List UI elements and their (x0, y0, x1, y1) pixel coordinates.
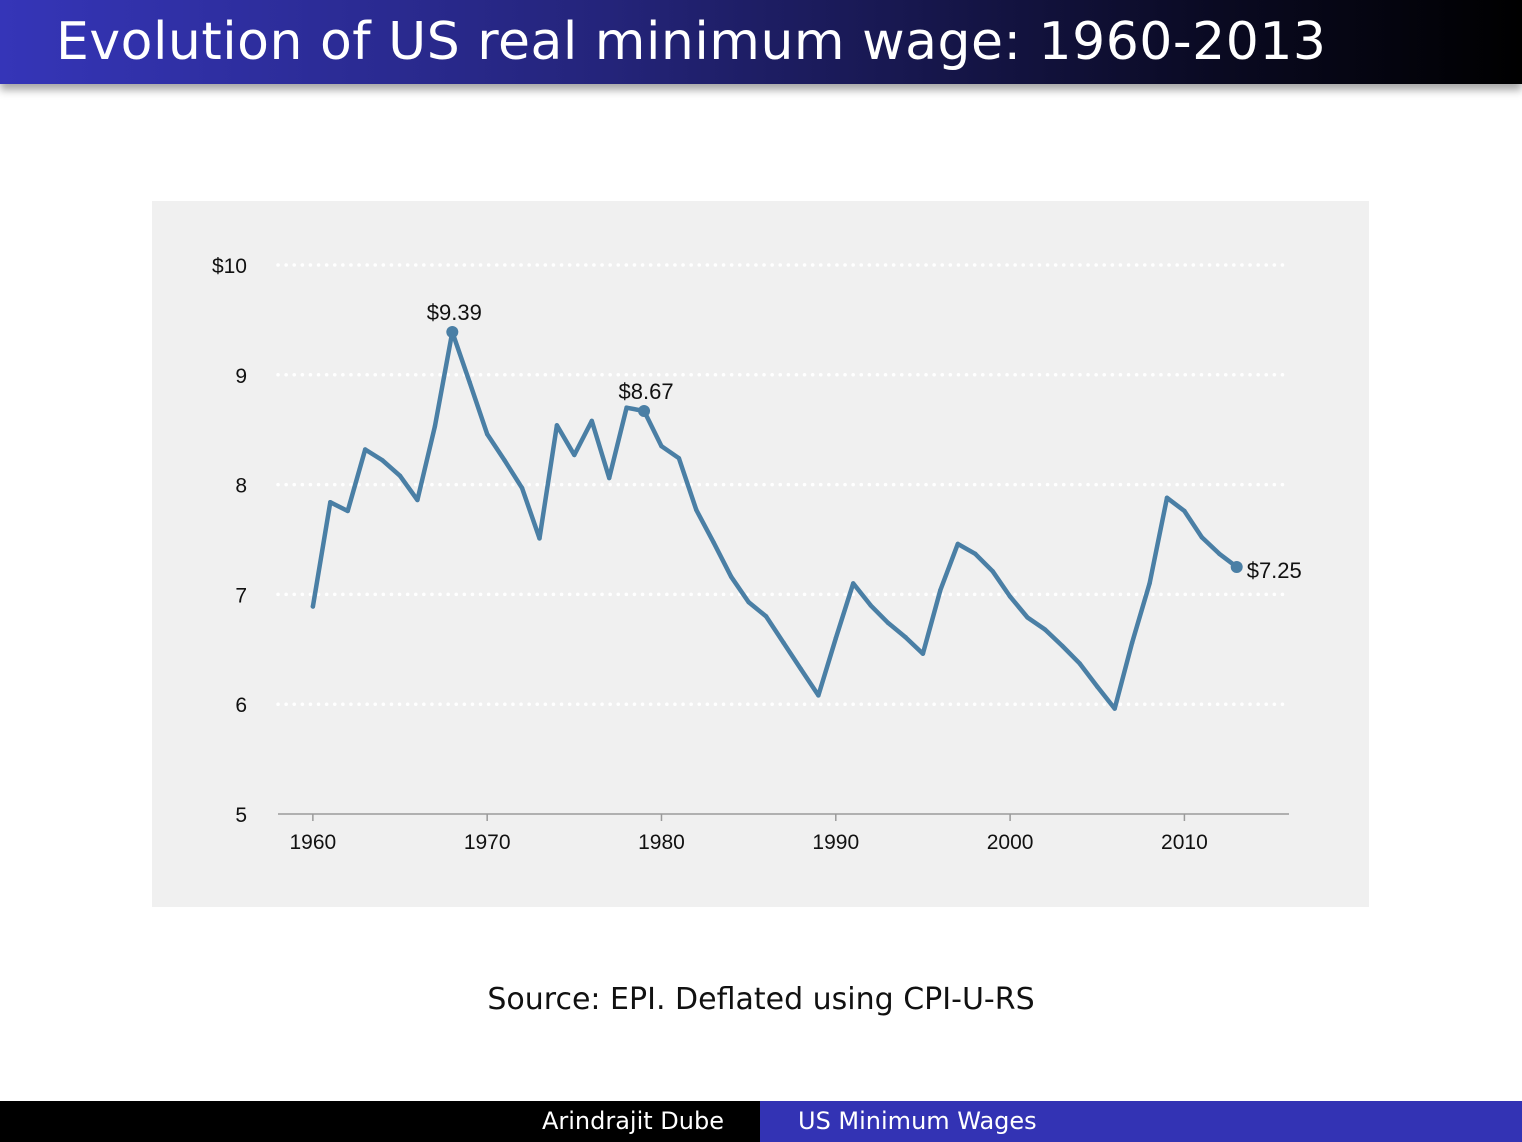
data-point (729, 574, 734, 580)
data-point (903, 635, 908, 640)
data-point (1147, 581, 1152, 586)
data-point (1129, 640, 1135, 645)
data-point (606, 475, 612, 481)
x-tick-label: 1980 (638, 831, 685, 854)
data-point (589, 418, 594, 424)
data-point (432, 424, 438, 429)
data-point (1217, 551, 1222, 556)
data-point (955, 541, 961, 547)
data-point (816, 693, 821, 698)
data-point (415, 497, 420, 503)
data-point (328, 499, 333, 505)
x-tick-label: 2000 (987, 831, 1034, 854)
x-tick-label: 1960 (290, 831, 337, 854)
data-point (484, 431, 490, 437)
data-point (920, 651, 926, 656)
data-point (1112, 706, 1117, 711)
data-point (1042, 627, 1048, 632)
annotation-label: $8.67 (619, 379, 674, 404)
data-point (1095, 684, 1100, 689)
wage-series-line (310, 329, 1239, 711)
title-bar: Evolution of US real minimum wage: 1960-… (0, 0, 1522, 84)
data-point (572, 452, 577, 458)
y-tick-label: 5 (235, 804, 247, 827)
annotation-label: $7.25 (1247, 558, 1302, 583)
data-point (763, 614, 769, 619)
annotation-marker (638, 405, 651, 418)
y-tick-label: 8 (235, 475, 247, 498)
data-point (868, 603, 873, 608)
data-point (746, 599, 751, 605)
chart-panel: $10 9 8 7 6 5 1960 1970 1980 1990 2000 2010 $9.39 $8.… (152, 201, 1369, 907)
data-point (711, 540, 716, 545)
data-point (694, 507, 699, 513)
data-point (1164, 495, 1170, 500)
data-point (624, 405, 629, 410)
footer-bar: Arindrajit Dube US Minimum Wages (0, 1101, 1522, 1142)
data-point (1182, 508, 1187, 514)
data-point (676, 456, 682, 461)
y-tick-label: 7 (235, 584, 247, 607)
footer-author: Arindrajit Dube (541, 1107, 724, 1135)
x-tick-label: 2010 (1161, 831, 1208, 854)
data-point (467, 380, 472, 385)
y-tick-label: $10 (212, 255, 247, 278)
data-point (973, 551, 978, 556)
data-point (1077, 661, 1083, 666)
footer-left: Arindrajit Dube (0, 1101, 760, 1142)
data-point (1060, 643, 1065, 649)
data-point (554, 423, 560, 428)
data-point (798, 666, 804, 672)
footer-talk-title: US Minimum Wages (798, 1107, 1037, 1135)
data-point (380, 458, 385, 463)
x-tick-label: 1990 (812, 831, 859, 854)
data-point (345, 508, 350, 514)
data-point (519, 485, 525, 491)
annotation-marker (446, 325, 459, 338)
y-tick-label: 6 (235, 694, 247, 717)
data-point (781, 640, 786, 645)
annotation-marker (1230, 560, 1243, 573)
data-point (1025, 615, 1030, 620)
data-point (502, 458, 507, 463)
annotation-label: $9.39 (427, 300, 482, 325)
data-point (851, 581, 856, 586)
data-point (362, 447, 368, 452)
data-point (537, 536, 542, 541)
data-point (1007, 594, 1013, 599)
minimum-wage-line-chart: $10 9 8 7 6 5 1960 1970 1980 1990 2000 2010 $9.39 $8.… (212, 255, 1302, 854)
slide-title: Evolution of US real minimum wage: 1960-… (56, 12, 1327, 72)
x-tick-label: 1970 (464, 831, 511, 854)
source-note: Source: EPI. Deflated using CPI-U-RS (487, 982, 1035, 1017)
data-point (885, 620, 891, 626)
footer-right: US Minimum Wages (760, 1101, 1522, 1142)
data-point (990, 569, 995, 574)
data-point (397, 473, 403, 479)
data-point (833, 636, 838, 641)
data-point (1199, 535, 1205, 540)
data-point (310, 604, 316, 609)
data-point (938, 587, 943, 593)
y-tick-label: 9 (235, 365, 247, 388)
data-point (659, 443, 664, 449)
